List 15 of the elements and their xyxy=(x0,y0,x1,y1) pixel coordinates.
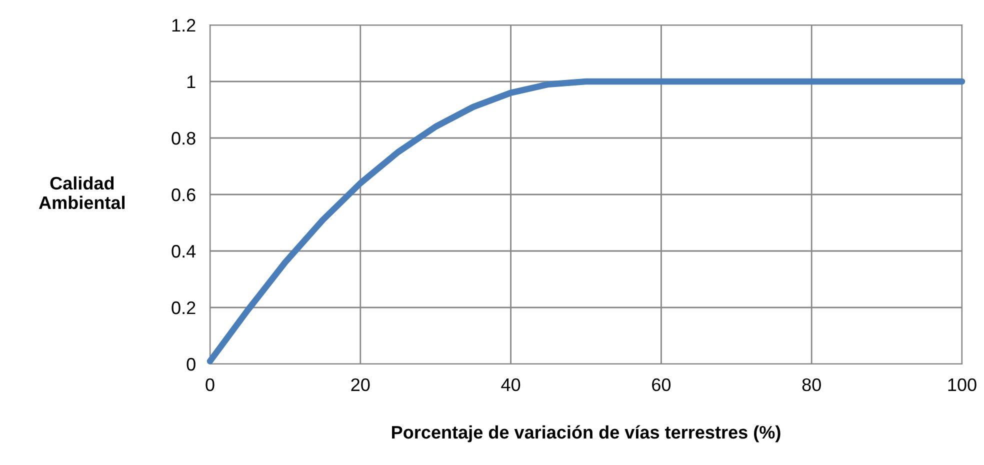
x-axis-title: Porcentaje de variación de vías terrestres (%) xyxy=(392,425,780,442)
y-tick-label: 1.2 xyxy=(172,18,196,32)
x-tick-label: 20 xyxy=(351,378,370,392)
x-tick-label: 80 xyxy=(802,378,821,392)
y-axis-title: Calidad Ambiental xyxy=(38,176,125,210)
y-tick-label: 0.2 xyxy=(172,301,196,314)
x-tick-label: 0 xyxy=(206,378,214,392)
y-tick-label: 0 xyxy=(186,358,196,371)
y-tick-label: 0.8 xyxy=(172,132,196,145)
x-tick-label: 60 xyxy=(652,378,671,392)
x-tick-label: 100 xyxy=(948,378,976,392)
y-tick-label: 0.4 xyxy=(172,244,196,258)
x-tick-label: 40 xyxy=(501,378,520,392)
y-tick-label: 0.6 xyxy=(172,188,196,202)
y-tick-label: 1 xyxy=(187,76,196,88)
